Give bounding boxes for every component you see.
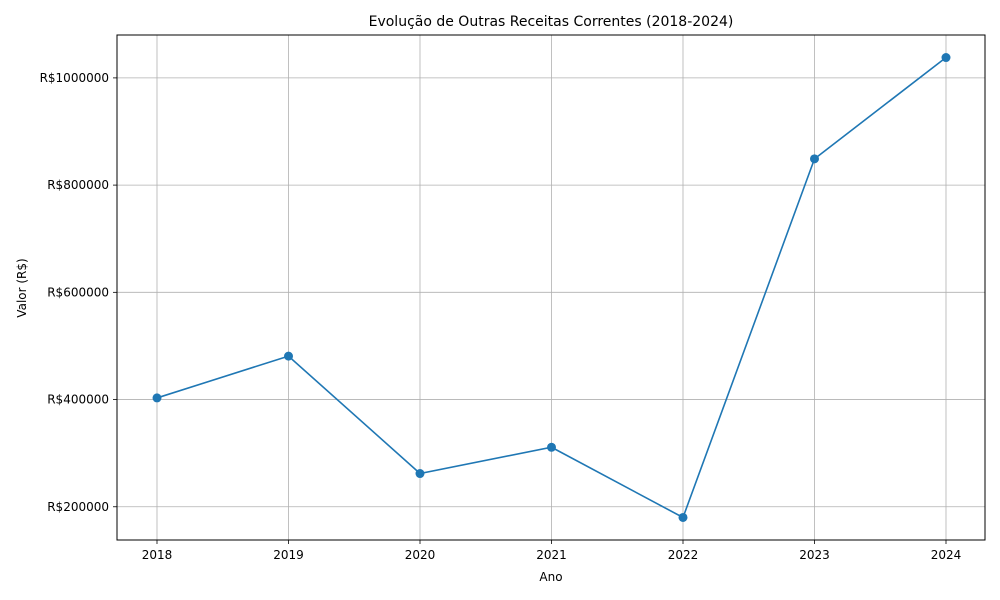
x-tick-label: 2023 bbox=[799, 548, 830, 562]
grid bbox=[117, 35, 985, 540]
series-points bbox=[152, 53, 951, 522]
x-axis-label: Ano bbox=[539, 570, 562, 584]
data-point bbox=[415, 469, 425, 479]
x-tick-label: 2024 bbox=[931, 548, 962, 562]
data-point bbox=[547, 442, 556, 452]
data-point bbox=[152, 393, 162, 403]
plot-frame bbox=[116, 34, 986, 541]
x-tick-label: 2021 bbox=[536, 548, 567, 562]
x-tick-label: 2019 bbox=[273, 548, 304, 562]
y-axis-label: Valor (R$) bbox=[15, 258, 29, 317]
y-tick-label: R$1000000 bbox=[40, 71, 109, 85]
x-tick-label: 2022 bbox=[668, 548, 699, 562]
x-axis: 2018 2019 2020 2021 2022 2023 2024 bbox=[142, 540, 962, 562]
x-tick-label: 2018 bbox=[142, 548, 173, 562]
data-point bbox=[810, 154, 819, 164]
data-point bbox=[678, 512, 688, 522]
chart-title: Evolução de Outras Receitas Correntes (2… bbox=[369, 14, 734, 30]
data-point bbox=[941, 53, 951, 63]
y-tick-label: R$400000 bbox=[47, 393, 109, 407]
y-tick-label: R$600000 bbox=[47, 285, 109, 299]
y-tick-label: R$200000 bbox=[47, 500, 109, 514]
y-axis: R$200000 R$400000 R$600000 R$800000 R$100000… bbox=[40, 71, 117, 514]
y-tick-label: R$800000 bbox=[47, 178, 109, 192]
data-point bbox=[284, 351, 293, 361]
x-tick-label: 2020 bbox=[405, 548, 436, 562]
